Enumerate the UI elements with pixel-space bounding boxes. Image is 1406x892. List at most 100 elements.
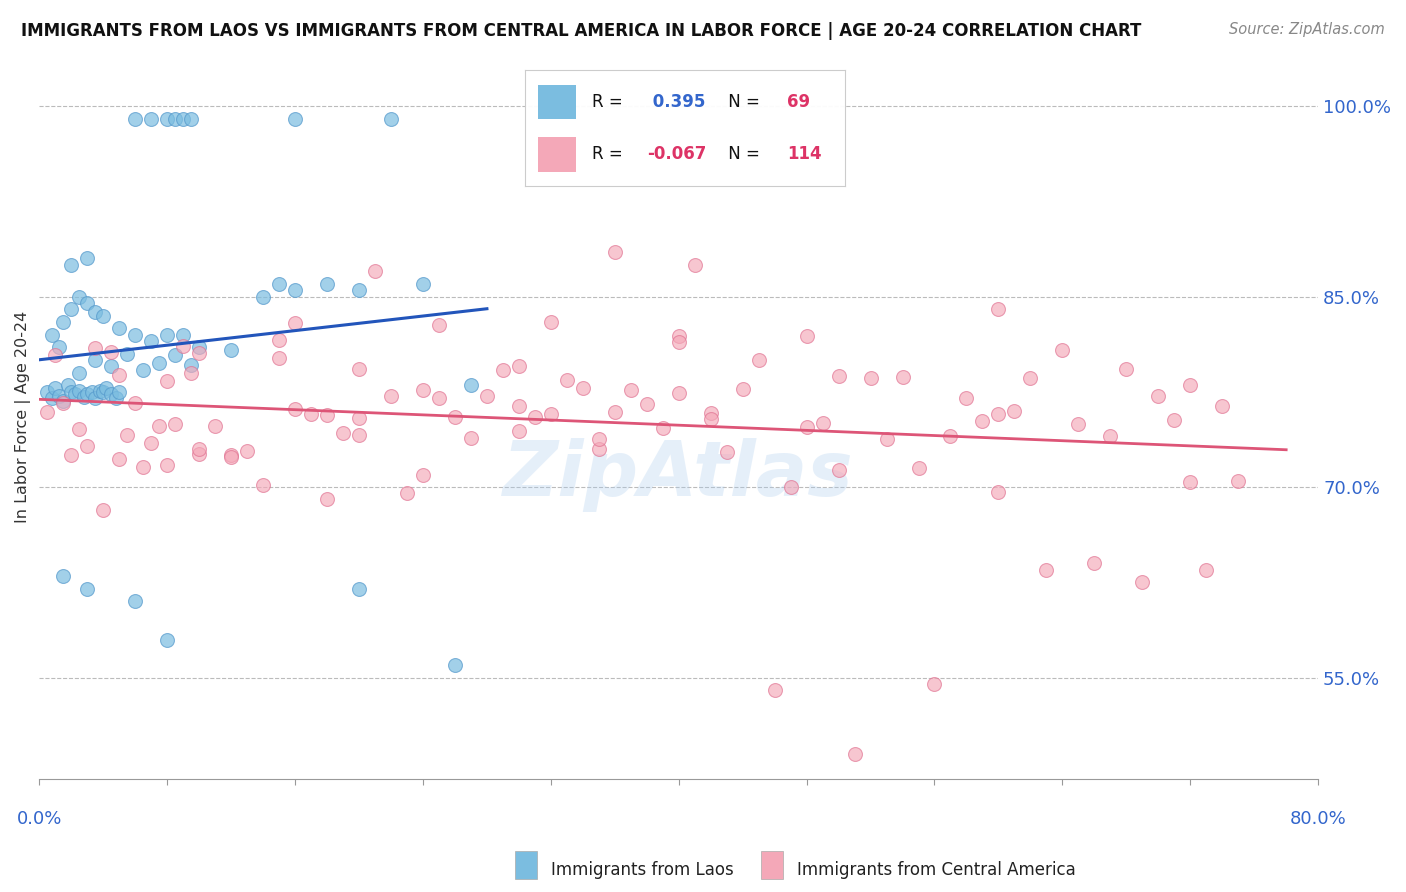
Point [52, 393, 75, 408]
Point [475, 389, 498, 403]
Text: 0.0%: 0.0% [17, 810, 62, 828]
Point [763, 683, 786, 698]
Point [156, 112, 179, 126]
Point [44, 348, 66, 362]
Text: ZipAtlas: ZipAtlas [503, 438, 853, 512]
Point [603, 405, 626, 419]
Point [76, 296, 98, 310]
Point [284, 283, 307, 297]
Point [603, 245, 626, 260]
Point [668, 385, 690, 400]
Point [444, 658, 467, 673]
Point [108, 384, 131, 399]
Point [172, 339, 194, 353]
Point [523, 410, 546, 425]
Point [60, 258, 83, 272]
Point [141, 436, 163, 450]
Text: Immigrants from Central America: Immigrants from Central America [797, 861, 1076, 879]
Point [796, 328, 818, 343]
Point [84, 391, 107, 405]
Point [827, 463, 849, 477]
Point [460, 378, 482, 392]
Point [380, 112, 402, 126]
Point [165, 348, 187, 362]
Point [284, 112, 307, 126]
Point [156, 632, 179, 647]
Point [73, 390, 96, 404]
Point [63, 387, 86, 401]
Point [105, 391, 128, 405]
Point [699, 406, 721, 420]
Point [1099, 429, 1122, 443]
Point [811, 416, 834, 430]
Text: Immigrants from Laos: Immigrants from Laos [551, 861, 734, 879]
Point [269, 277, 291, 291]
Text: Source: ZipAtlas.com: Source: ZipAtlas.com [1229, 22, 1385, 37]
Point [108, 368, 131, 383]
Point [1180, 475, 1202, 490]
Point [1067, 417, 1090, 431]
Point [76, 439, 98, 453]
Point [731, 382, 754, 396]
Point [60, 449, 83, 463]
Point [316, 492, 339, 507]
Point [44, 381, 66, 395]
Point [124, 112, 146, 126]
Point [412, 468, 434, 483]
Point [1163, 413, 1185, 427]
Point [108, 451, 131, 466]
Point [651, 421, 673, 435]
Point [67, 366, 90, 380]
Point [37, 404, 59, 418]
Point [180, 367, 202, 381]
Point [91, 503, 114, 517]
Point [100, 345, 122, 359]
Point [636, 397, 658, 411]
Point [252, 289, 274, 303]
Point [52, 569, 75, 583]
Point [427, 392, 450, 406]
Point [460, 431, 482, 445]
Point [779, 480, 801, 494]
Point [132, 363, 155, 377]
Point [987, 302, 1010, 317]
Point [588, 442, 610, 456]
Point [37, 384, 59, 399]
Point [620, 384, 643, 398]
Point [347, 411, 370, 425]
Point [148, 418, 170, 433]
Text: 80.0%: 80.0% [1289, 810, 1347, 828]
Point [84, 353, 107, 368]
Point [100, 359, 122, 374]
Point [67, 422, 90, 436]
Point [60, 302, 83, 317]
Point [492, 363, 515, 377]
Point [347, 582, 370, 596]
Point [56, 378, 79, 392]
Point [91, 384, 114, 399]
Point [316, 277, 339, 291]
Point [924, 677, 946, 691]
Point [180, 112, 202, 126]
Point [1180, 377, 1202, 392]
Point [117, 347, 139, 361]
Point [165, 112, 187, 126]
Point [588, 432, 610, 446]
Point [141, 112, 163, 126]
Point [269, 351, 291, 366]
Point [219, 450, 242, 465]
Point [347, 362, 370, 376]
Point [108, 321, 131, 335]
Point [1002, 404, 1025, 418]
Point [67, 289, 90, 303]
Point [156, 327, 179, 342]
Point [395, 486, 418, 500]
Point [987, 407, 1010, 421]
Point [91, 309, 114, 323]
Point [124, 594, 146, 608]
Point [972, 414, 994, 428]
Point [444, 409, 467, 424]
Point [1035, 563, 1057, 577]
Point [80, 384, 103, 399]
Point [683, 258, 706, 272]
